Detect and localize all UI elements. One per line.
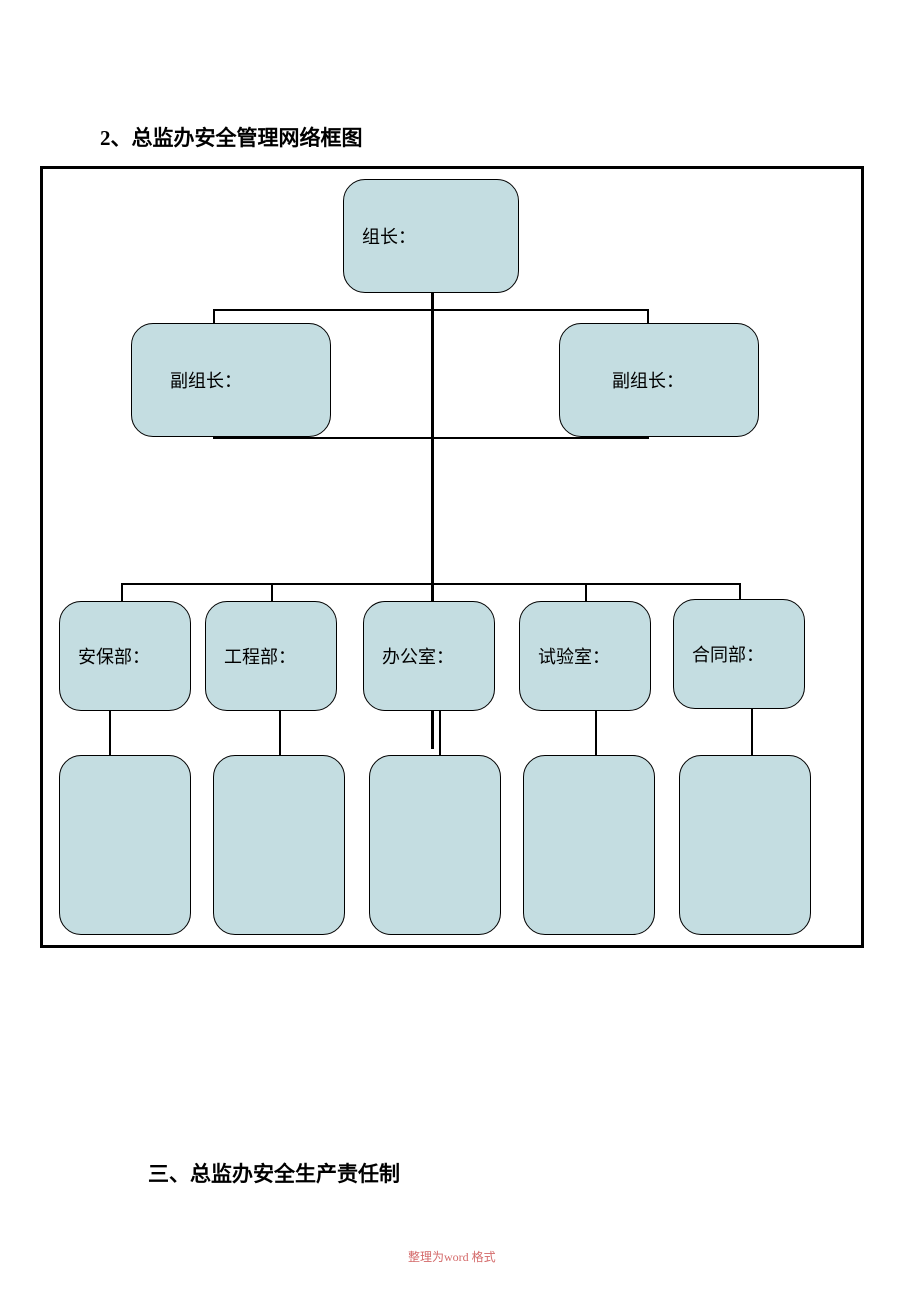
node-dept-2-label: 工程部： [224,643,296,669]
node-dept-3-label: 办公室： [382,643,454,669]
connector-level2-horizontal [121,583,741,585]
connector-level1-drop1 [213,309,215,323]
node-blank-2 [213,755,345,935]
node-blank-3 [369,755,501,935]
node-vice2-label: 副组长： [612,367,684,393]
node-dept-4-label: 试验室： [538,643,610,669]
node-vice2: 副组长： [559,323,759,437]
node-vice1: 副组长： [131,323,331,437]
footer-note: 整理为word 格式 [408,1248,496,1265]
node-dept-5: 合同部： [673,599,805,709]
section-title-1: 2、总监办安全管理网络框图 [100,122,363,152]
connector-vice-horizontal [213,437,649,439]
node-dept-2: 工程部： [205,601,337,711]
connector-dept-blank-5 [751,709,753,755]
node-leader: 组长： [343,179,519,293]
connector-dept-blank-4 [595,711,597,755]
node-blank-5 [679,755,811,935]
node-dept-3: 办公室： [363,601,495,711]
node-blank-1 [59,755,191,935]
connector-level2-drop5 [739,583,741,599]
node-leader-label: 组长： [362,223,416,249]
connector-level2-drop1 [121,583,123,601]
connector-level1-horizontal [213,309,649,311]
footer-prefix: 整理为 [408,1250,444,1264]
connector-dept-blank-2 [279,711,281,755]
connector-level2-drop2 [271,583,273,601]
node-dept-5-label: 合同部： [692,641,764,667]
node-dept-4: 试验室： [519,601,651,711]
org-chart-frame: 组长： 副组长： 副组长： 安保部： 工程部： 办公室： 试验室： 合同部： [40,166,864,948]
connector-dept-blank-3 [439,711,441,755]
node-blank-4 [523,755,655,935]
node-dept-1-label: 安保部： [78,643,150,669]
connector-level1-drop2 [647,309,649,323]
node-dept-1: 安保部： [59,601,191,711]
connector-dept-blank-1 [109,711,111,755]
section-title-2: 三、总监办安全生产责任制 [148,1158,400,1188]
connector-level2-drop4 [585,583,587,601]
node-vice1-label: 副组长： [170,367,242,393]
footer-suffix: word 格式 [444,1250,496,1264]
